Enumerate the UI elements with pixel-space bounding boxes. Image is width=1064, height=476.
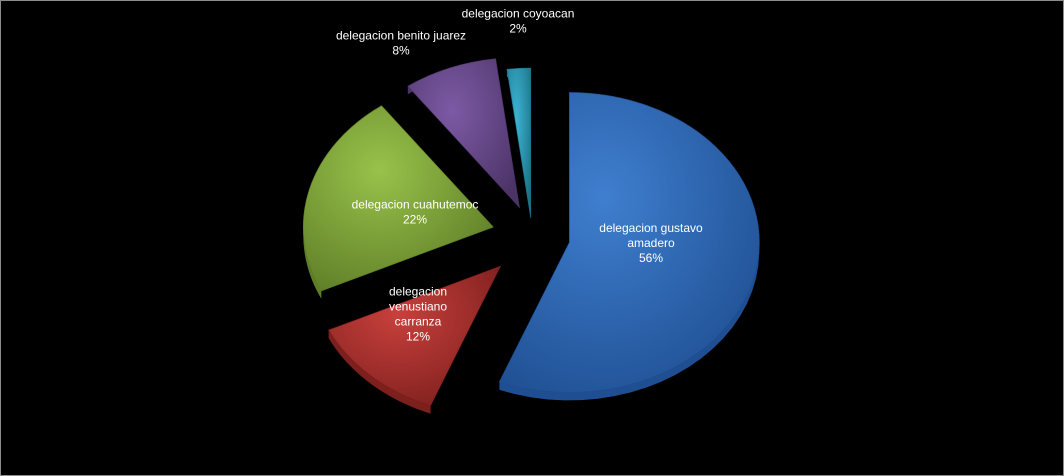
pie-slice-3 bbox=[407, 58, 520, 209]
pie-slice-2 bbox=[302, 105, 494, 292]
pie-slice-1 bbox=[328, 265, 502, 407]
pie-slice-0 bbox=[498, 92, 760, 393]
slice-percent-4: 2% bbox=[509, 22, 527, 36]
slice-label-3: delegacion benito juarez 8% bbox=[336, 29, 466, 58]
slice-layer bbox=[302, 58, 760, 407]
slice-name-line-3: delegacion benito juarez bbox=[336, 29, 466, 43]
slice-percent-3: 8% bbox=[392, 44, 410, 58]
slice-label-2: delegacion cuahutemoc 22% bbox=[352, 198, 479, 227]
slice-name-line-0: delegacion gustavo bbox=[599, 221, 703, 235]
slice-percent-1: 12% bbox=[406, 330, 430, 344]
slice-name-line-0: amadero bbox=[627, 236, 675, 250]
slice-name-line-1: delegacion bbox=[389, 285, 447, 299]
slice-label-4: delegacion coyoacan 2% bbox=[462, 7, 575, 36]
slice-name-line-2: delegacion cuahutemoc bbox=[352, 198, 479, 212]
slice-label-1: delegacion venustiano carranza 12% bbox=[389, 285, 447, 344]
slice-name-line-1: venustiano bbox=[389, 300, 447, 314]
slice-side-1 bbox=[328, 330, 431, 414]
slice-label-0: delegacion gustavo amadero 56% bbox=[599, 221, 703, 265]
slice-name-line-1: carranza bbox=[395, 315, 442, 329]
slice-percent-2: 22% bbox=[403, 213, 427, 227]
label-layer: delegacion gustavo amadero 56% delegacion ve… bbox=[336, 7, 703, 344]
slice-name-line-4: delegacion coyoacan bbox=[462, 7, 575, 21]
slice-percent-0: 56% bbox=[639, 251, 663, 265]
pie-slice-4 bbox=[506, 67, 532, 219]
